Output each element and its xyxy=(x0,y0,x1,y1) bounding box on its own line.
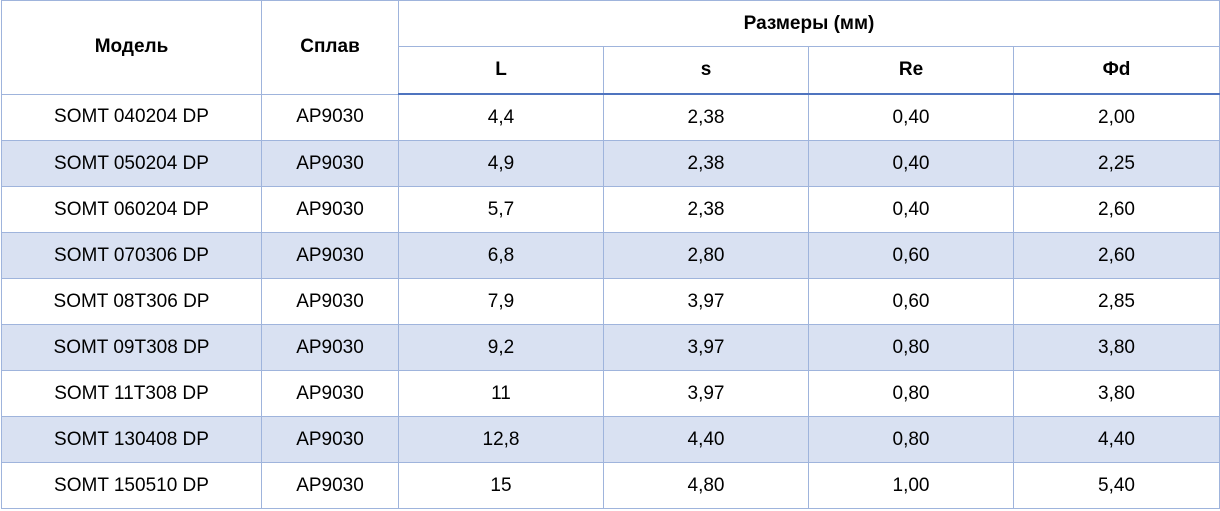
table-cell: 0,80 xyxy=(808,416,1014,463)
table-cell: 2,38 xyxy=(603,140,809,187)
table-cell: 0,60 xyxy=(808,278,1014,325)
table-row: SOMT 09T308 DP AP9030 9,2 3,97 0,80 3,80 xyxy=(1,324,1220,371)
table-cell: 4,80 xyxy=(603,462,809,509)
table-cell: 4,40 xyxy=(1012,416,1220,463)
table-cell: SOMT 050204 DP xyxy=(1,140,262,187)
table-cell: 3,97 xyxy=(603,324,809,371)
table-cell: 9,2 xyxy=(398,324,604,371)
table-row: SOMT 050204 DP AP9030 4,9 2,38 0,40 2,25 xyxy=(1,140,1220,187)
table-cell: 3,80 xyxy=(1012,370,1220,417)
table-cell: 0,40 xyxy=(808,186,1014,233)
table-cell: 1,00 xyxy=(808,462,1014,509)
table-cell: AP9030 xyxy=(261,278,399,325)
table-cell: SOMT 08T306 DP xyxy=(1,278,262,325)
table-cell: 0,80 xyxy=(808,324,1014,371)
table-cell: 3,97 xyxy=(603,278,809,325)
table-row: SOMT 11T308 DP AP9030 11 3,97 0,80 3,80 xyxy=(1,370,1220,417)
table-cell: 2,80 xyxy=(603,232,809,279)
table-cell: 2,38 xyxy=(603,186,809,233)
table-cell: 11 xyxy=(398,370,604,417)
table-cell: SOMT 11T308 DP xyxy=(1,370,262,417)
table-cell: 6,8 xyxy=(398,232,604,279)
table-cell: 4,9 xyxy=(398,140,604,187)
table-row: SOMT 060204 DP AP9030 5,7 2,38 0,40 2,60 xyxy=(1,186,1220,233)
table-cell: 5,40 xyxy=(1012,462,1220,509)
table-cell: 0,80 xyxy=(808,370,1014,417)
table-row: SOMT 070306 DP AP9030 6,8 2,80 0,60 2,60 xyxy=(1,232,1220,279)
table-cell: AP9030 xyxy=(261,324,399,371)
header-cell: Re xyxy=(808,46,1014,95)
header-cell: Модель xyxy=(1,0,262,95)
table-cell: SOMT 09T308 DP xyxy=(1,324,262,371)
header-cell: s xyxy=(603,46,809,95)
table-cell: 5,7 xyxy=(398,186,604,233)
table-cell: 4,40 xyxy=(603,416,809,463)
header-cell: Сплав xyxy=(261,0,399,95)
table-cell: SOMT 060204 DP xyxy=(1,186,262,233)
table-cell: AP9030 xyxy=(261,416,399,463)
table-cell: 2,60 xyxy=(1012,232,1220,279)
table-cell: 7,9 xyxy=(398,278,604,325)
table-cell: AP9030 xyxy=(261,462,399,509)
table-cell: AP9030 xyxy=(261,370,399,417)
table-row: SOMT 150510 DP AP9030 15 4,80 1,00 5,40 xyxy=(1,462,1220,509)
table-cell: AP9030 xyxy=(261,93,399,141)
table-cell: 2,25 xyxy=(1012,140,1220,187)
table-cell: AP9030 xyxy=(261,186,399,233)
table-row: SOMT 040204 DP AP9030 4,4 2,38 0,40 2,00 xyxy=(1,93,1220,141)
table-cell: 3,97 xyxy=(603,370,809,417)
table-cell: SOMT 040204 DP xyxy=(1,93,262,141)
table-cell: 0,40 xyxy=(808,93,1014,141)
table-cell: 0,40 xyxy=(808,140,1014,187)
header-cell: L xyxy=(398,46,604,95)
table-cell: SOMT 070306 DP xyxy=(1,232,262,279)
header-cell: Фd xyxy=(1012,46,1220,95)
table-cell: AP9030 xyxy=(261,232,399,279)
table-cell: 2,00 xyxy=(1012,93,1220,141)
table-row: SOMT 130408 DP AP9030 12,8 4,40 0,80 4,40 xyxy=(1,416,1220,463)
table-cell: 0,60 xyxy=(808,232,1014,279)
table-cell: SOMT 150510 DP xyxy=(1,462,262,509)
table-cell: 3,80 xyxy=(1012,324,1220,371)
header-cell: Размеры (мм) xyxy=(397,0,1220,47)
table-cell: 2,38 xyxy=(603,93,809,141)
table-cell: 2,60 xyxy=(1012,186,1220,233)
table-cell: 4,4 xyxy=(398,93,604,141)
table-row: SOMT 08T306 DP AP9030 7,9 3,97 0,60 2,85 xyxy=(1,278,1220,325)
table-cell: 15 xyxy=(398,462,604,509)
table-cell: AP9030 xyxy=(261,140,399,187)
table-cell: SOMT 130408 DP xyxy=(1,416,262,463)
table-cell: 2,85 xyxy=(1012,278,1220,325)
table-cell: 12,8 xyxy=(398,416,604,463)
